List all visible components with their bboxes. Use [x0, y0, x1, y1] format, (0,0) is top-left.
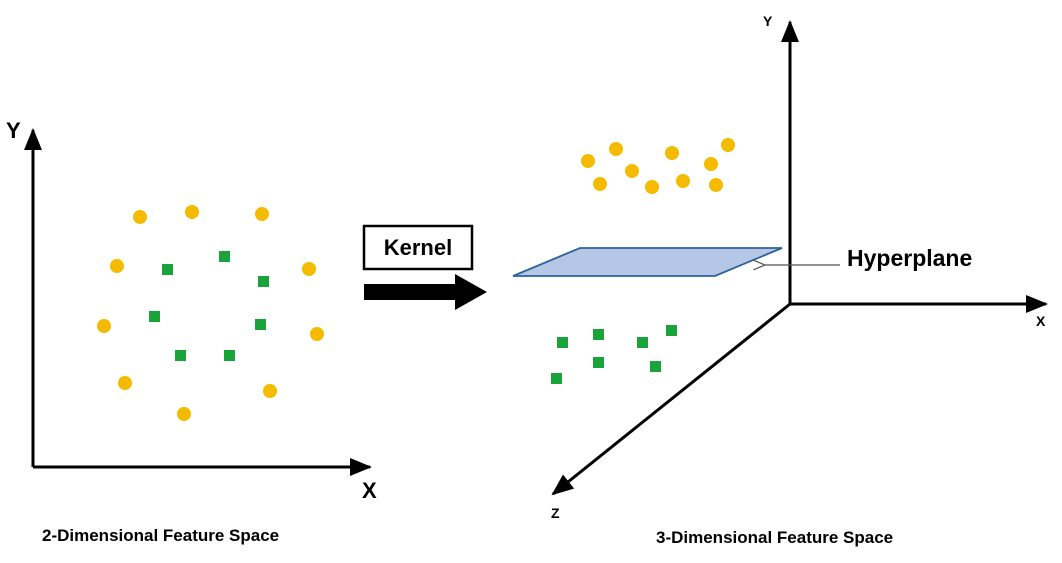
square-point — [149, 311, 160, 322]
square-point — [224, 350, 235, 361]
square-point — [650, 361, 661, 372]
left-panel: Y X 2-Dimensional Feature Space — [6, 118, 377, 545]
left-squares — [149, 251, 269, 361]
circle-point — [593, 177, 607, 191]
square-point — [219, 251, 230, 262]
circle-point — [263, 384, 277, 398]
right-y-label: Y — [763, 13, 773, 29]
circle-point — [645, 180, 659, 194]
circle-point — [665, 146, 679, 160]
square-point — [258, 276, 269, 287]
square-point — [637, 337, 648, 348]
circle-point — [110, 259, 124, 273]
circle-point — [118, 376, 132, 390]
right-z-axis — [551, 302, 791, 496]
right-circles — [581, 138, 735, 194]
square-point — [255, 319, 266, 330]
circle-point — [676, 174, 690, 188]
left-x-label: X — [362, 478, 377, 503]
circle-point — [185, 205, 199, 219]
circle-point — [721, 138, 735, 152]
circle-point — [177, 407, 191, 421]
kernel-label: Kernel — [384, 235, 452, 260]
hyperplane-label: Hyperplane — [847, 245, 972, 271]
square-point — [175, 350, 186, 361]
left-y-label: Y — [6, 118, 21, 143]
circle-point — [625, 164, 639, 178]
kernel-box — [362, 224, 474, 271]
left-circles — [97, 205, 324, 421]
square-point — [593, 329, 604, 340]
right-caption: 3-Dimensional Feature Space — [656, 528, 893, 547]
circle-point — [704, 157, 718, 171]
hyperplane — [512, 247, 783, 277]
circle-point — [133, 210, 147, 224]
left-caption: 2-Dimensional Feature Space — [42, 526, 279, 545]
circle-point — [255, 207, 269, 221]
circle-point — [709, 178, 723, 192]
right-squares — [551, 325, 677, 384]
circle-point — [609, 142, 623, 156]
circle-point — [302, 262, 316, 276]
square-point — [666, 325, 677, 336]
kernel-arrow — [364, 274, 487, 310]
square-point — [557, 337, 568, 348]
square-point — [162, 264, 173, 275]
circle-point — [581, 154, 595, 168]
right-z-label: Z — [551, 505, 560, 521]
circle-point — [310, 327, 324, 341]
circle-point — [97, 319, 111, 333]
right-x-label: X — [1036, 313, 1046, 329]
square-point — [551, 373, 562, 384]
kernel-transform: Kernel — [362, 224, 487, 310]
right-panel: Y X Z Hyperplane 3-Dimensional — [512, 13, 1048, 547]
square-point — [593, 357, 604, 368]
